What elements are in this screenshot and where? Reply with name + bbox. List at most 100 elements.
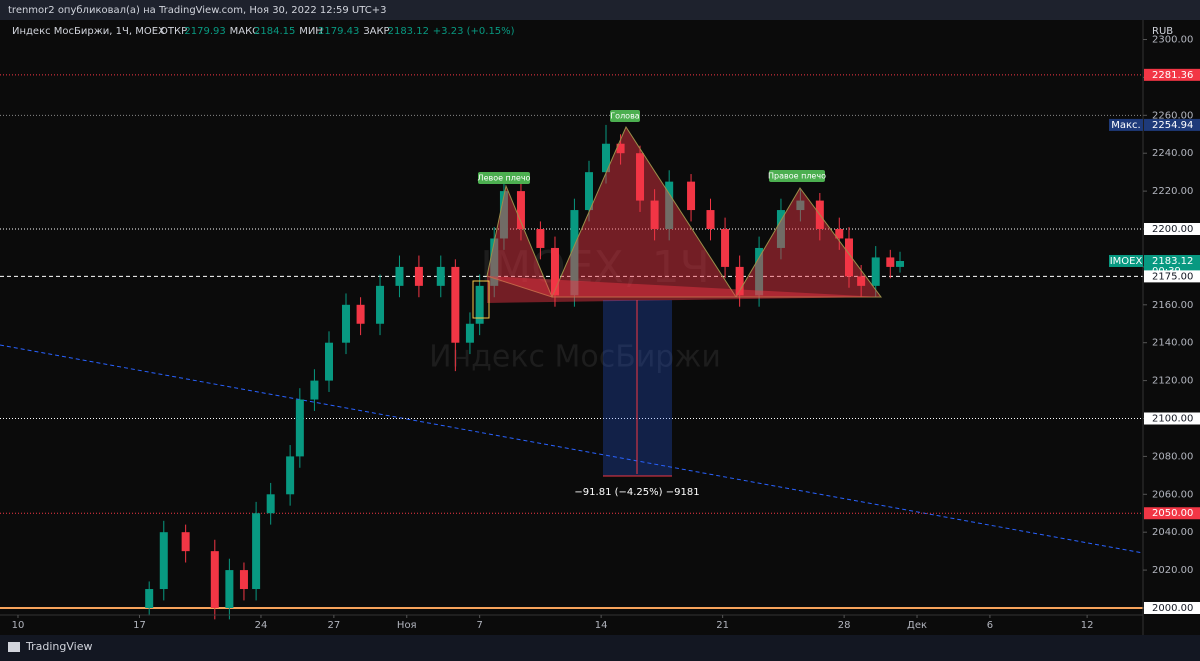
watermark: Индекс МосБиржи — [429, 340, 721, 375]
candle-body — [835, 229, 844, 239]
candle-body — [159, 532, 168, 590]
candle-body — [436, 266, 445, 286]
y-tick-label: 2040.00 — [1152, 527, 1193, 538]
price-label-bg — [1144, 270, 1200, 283]
left-shoulder — [486, 184, 553, 298]
price-label: 2100.00 — [1152, 413, 1193, 424]
candle-body — [210, 551, 219, 608]
publisher: trenmor2 опубликовал(а) на TradingView.c… — [8, 5, 386, 16]
x-tick-label: 7 — [476, 620, 482, 631]
price-label: 2200.00 — [1152, 224, 1193, 235]
candle-body — [475, 285, 484, 324]
candle-body — [536, 229, 545, 248]
candle-body — [356, 304, 365, 324]
y-tick-label: 2300.00 — [1152, 35, 1193, 46]
legend-field-value: 2183.12 — [388, 26, 429, 37]
candle-body — [665, 181, 674, 230]
x-tick-label: 10 — [12, 620, 25, 631]
price-label: 2281.36 — [1152, 70, 1193, 81]
price-label-bg — [1144, 412, 1200, 425]
neckline-area — [487, 276, 881, 303]
candle-body — [570, 210, 579, 296]
highlight-box — [472, 280, 490, 319]
candle-body — [796, 200, 805, 211]
price-label-bg — [1144, 223, 1200, 236]
x-tick-label: 21 — [716, 620, 729, 631]
candle-body — [414, 266, 423, 286]
y-tick-label: 2160.00 — [1152, 300, 1193, 311]
name-label: Макс. — [1111, 120, 1140, 131]
candle-body — [844, 238, 853, 277]
footer-brand: TradingView — [25, 640, 92, 653]
candle-body — [886, 257, 895, 267]
price-label: 2000.00 — [1152, 603, 1193, 614]
price-label: 2175.00 — [1152, 271, 1193, 282]
y-tick-label: 2060.00 — [1152, 489, 1193, 500]
pattern-label: Голова — [610, 112, 639, 121]
candle-body — [325, 342, 334, 381]
legend-field-value: 2184.15 — [254, 26, 295, 37]
candle-body — [687, 181, 696, 211]
candle-body — [584, 172, 593, 211]
price-label-bg — [1144, 68, 1200, 81]
x-tick-label: 17 — [133, 620, 146, 631]
price-label-bg — [1144, 118, 1200, 131]
candle-body — [602, 143, 611, 173]
price-label-bg — [1144, 601, 1200, 614]
y-tick-label: 2220.00 — [1152, 186, 1193, 197]
name-label-bg — [1109, 118, 1143, 131]
y-tick-label: 2260.00 — [1152, 110, 1193, 121]
x-tick-label: 27 — [327, 620, 340, 631]
candle-body — [490, 238, 499, 286]
candle-body — [451, 266, 460, 343]
candle-body — [252, 513, 261, 590]
candle-body — [342, 304, 351, 343]
candle-body — [225, 570, 234, 608]
label-bg — [769, 170, 825, 182]
candle-body — [650, 200, 659, 230]
header-bar — [0, 0, 1200, 20]
candle-body — [706, 210, 715, 230]
candle-body — [266, 494, 275, 514]
candle-body — [181, 532, 190, 552]
candle-body — [286, 456, 295, 495]
pattern-label: Левое плечо — [478, 174, 531, 183]
candle-body — [735, 266, 744, 296]
legend-symbol: Индекс МосБиржи, 1Ч, MOEX — [12, 26, 165, 37]
pattern-label: Правое плечо — [768, 172, 826, 181]
x-tick-label: 14 — [595, 620, 608, 631]
candle-body — [636, 153, 645, 201]
price-label-bg — [1144, 507, 1200, 520]
head — [551, 125, 737, 298]
x-tick-label: Ноя — [397, 620, 417, 631]
candle-body — [896, 260, 905, 267]
x-tick-label: 6 — [987, 620, 993, 631]
legend-field-name: МАКС — [230, 26, 260, 37]
name-label: IMOEX — [1110, 256, 1143, 267]
logo — [8, 642, 20, 652]
candle-body — [755, 247, 764, 296]
legend-field-name: ЗАКР — [363, 26, 389, 37]
candle-body — [295, 399, 304, 457]
x-tick-label: 28 — [838, 620, 851, 631]
candle-body — [395, 266, 404, 286]
candle-body — [145, 589, 154, 608]
y-tick-label: 2240.00 — [1152, 148, 1193, 159]
candle-body — [465, 323, 474, 343]
legend-field-value: 2179.93 — [184, 26, 225, 37]
candle-body — [616, 143, 625, 154]
footer-bar — [0, 635, 1200, 661]
label-bg — [610, 110, 640, 122]
candle-body — [376, 285, 385, 324]
legend-change: +3.23 (+0.15%) — [433, 26, 515, 37]
trend-line — [0, 344, 1144, 554]
y-tick-label: 2120.00 — [1152, 376, 1193, 387]
name-label-bg — [1109, 254, 1143, 267]
candle-body — [310, 380, 319, 400]
candle-body — [776, 210, 785, 248]
candle-body — [516, 191, 525, 230]
currency: RUB — [1152, 26, 1173, 37]
